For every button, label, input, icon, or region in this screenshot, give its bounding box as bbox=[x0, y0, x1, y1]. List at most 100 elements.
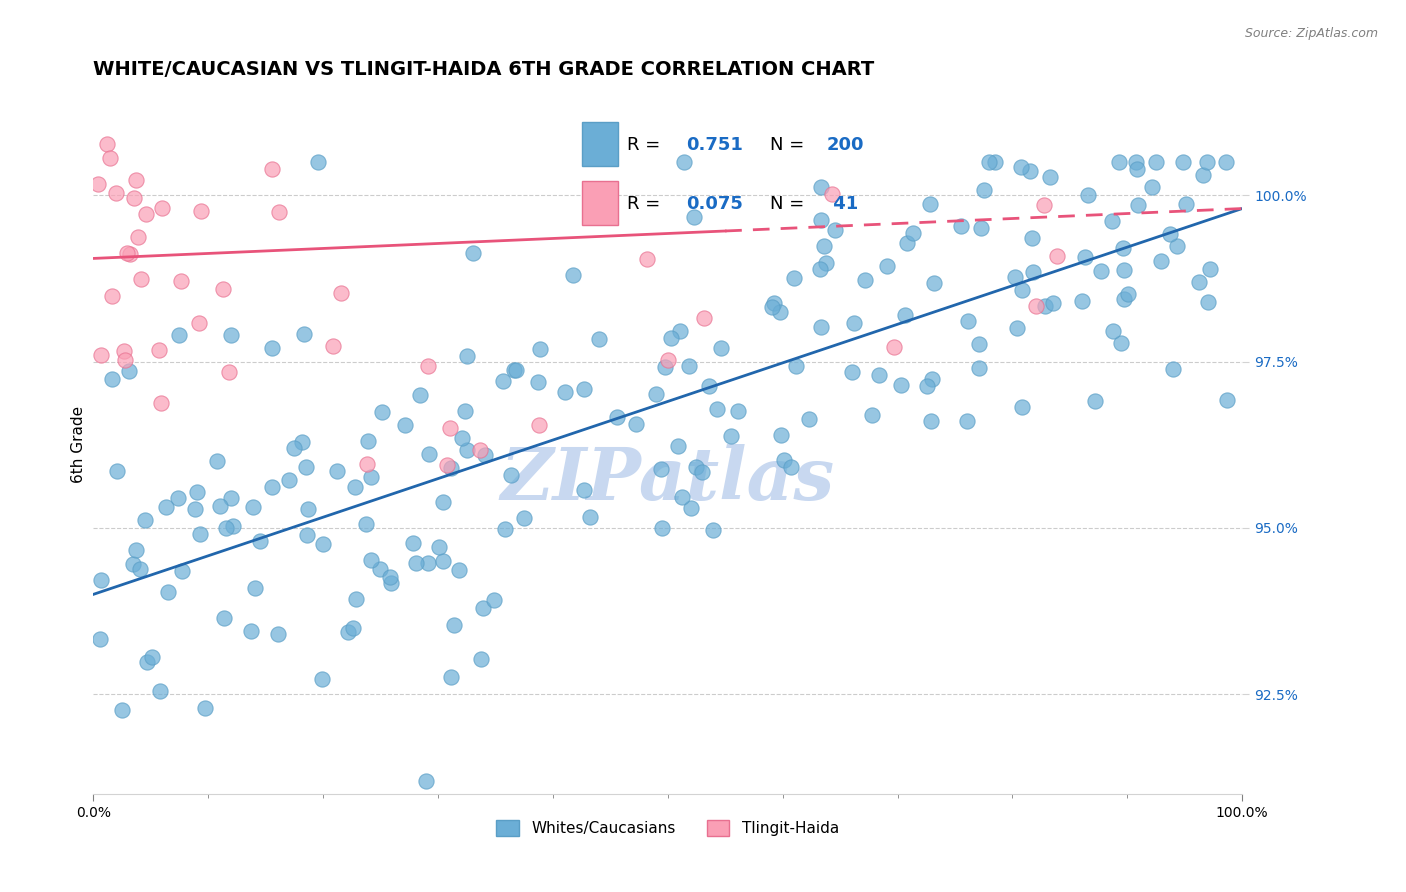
Point bbox=[561, 268, 583, 282]
Point bbox=[269, 204, 291, 219]
Point bbox=[1144, 155, 1167, 169]
Point bbox=[841, 365, 863, 379]
Point bbox=[394, 417, 416, 432]
Point bbox=[409, 388, 432, 402]
Point bbox=[190, 203, 212, 218]
Point bbox=[212, 611, 235, 625]
Point bbox=[860, 408, 883, 422]
Point bbox=[243, 582, 266, 596]
Point bbox=[770, 427, 793, 442]
Point bbox=[673, 155, 696, 169]
Point bbox=[1046, 249, 1069, 263]
Point bbox=[693, 310, 716, 325]
Point bbox=[330, 285, 353, 300]
Point bbox=[360, 553, 382, 567]
Point bbox=[890, 378, 912, 392]
Point bbox=[773, 452, 796, 467]
Point bbox=[678, 359, 700, 374]
Point bbox=[105, 464, 128, 478]
Point bbox=[155, 500, 177, 514]
Point bbox=[471, 601, 494, 615]
Point bbox=[127, 230, 149, 244]
Point bbox=[294, 460, 316, 475]
Point bbox=[883, 340, 905, 354]
Point bbox=[659, 330, 682, 344]
Point bbox=[1173, 155, 1195, 169]
Point bbox=[1004, 269, 1026, 284]
Text: WHITE/CAUCASIAN VS TLINGIT-HAIDA 6TH GRADE CORRELATION CHART: WHITE/CAUCASIAN VS TLINGIT-HAIDA 6TH GRA… bbox=[93, 60, 875, 78]
Point bbox=[474, 448, 496, 462]
Point bbox=[344, 480, 367, 494]
Point bbox=[125, 173, 148, 187]
Point bbox=[439, 421, 461, 435]
Point bbox=[669, 324, 692, 338]
Point bbox=[572, 483, 595, 497]
Point bbox=[1125, 155, 1147, 169]
Point bbox=[868, 368, 890, 382]
Point bbox=[170, 274, 193, 288]
Point bbox=[402, 536, 425, 550]
Point bbox=[554, 384, 576, 399]
Point bbox=[1074, 250, 1097, 264]
Point bbox=[950, 219, 973, 233]
Point bbox=[105, 186, 128, 200]
Point bbox=[124, 542, 146, 557]
Point bbox=[111, 703, 134, 717]
Point bbox=[574, 382, 596, 396]
Text: ZIPatlas: ZIPatlas bbox=[501, 444, 835, 516]
Point bbox=[354, 517, 377, 532]
Point bbox=[342, 621, 364, 635]
Point bbox=[291, 435, 314, 450]
Point bbox=[326, 464, 349, 478]
Point bbox=[761, 300, 783, 314]
Point bbox=[262, 341, 284, 355]
Point bbox=[242, 500, 264, 514]
Point bbox=[1022, 265, 1045, 279]
Point bbox=[129, 271, 152, 285]
Point bbox=[188, 527, 211, 541]
Point bbox=[499, 467, 522, 482]
Point bbox=[527, 418, 550, 433]
Point bbox=[769, 305, 792, 319]
Point bbox=[114, 353, 136, 368]
Point bbox=[322, 338, 344, 352]
Point bbox=[453, 404, 475, 418]
Point bbox=[666, 440, 689, 454]
Point bbox=[129, 562, 152, 576]
Point bbox=[240, 624, 263, 638]
Point bbox=[98, 151, 121, 165]
Point bbox=[219, 491, 242, 505]
Point bbox=[96, 137, 118, 152]
Point bbox=[1035, 299, 1057, 313]
Point bbox=[1042, 296, 1064, 310]
Point bbox=[368, 562, 391, 576]
Point bbox=[120, 247, 142, 261]
Point bbox=[1010, 160, 1032, 174]
Point bbox=[167, 491, 190, 505]
Point bbox=[135, 655, 157, 669]
Point bbox=[278, 474, 301, 488]
Point bbox=[1142, 180, 1164, 194]
Point bbox=[121, 557, 143, 571]
Point bbox=[1011, 400, 1033, 414]
Point bbox=[894, 308, 917, 322]
Point bbox=[690, 465, 713, 479]
Point bbox=[1174, 197, 1197, 211]
Point bbox=[90, 574, 112, 588]
Point bbox=[432, 554, 454, 568]
Point bbox=[186, 484, 208, 499]
Point bbox=[657, 353, 679, 368]
Point bbox=[494, 522, 516, 536]
Point bbox=[283, 441, 305, 455]
Point bbox=[1025, 299, 1047, 313]
Point bbox=[901, 226, 924, 240]
Point bbox=[249, 533, 271, 548]
Point bbox=[1090, 263, 1112, 277]
Point bbox=[311, 672, 333, 686]
Point bbox=[782, 271, 804, 285]
Point bbox=[654, 359, 676, 374]
Point bbox=[1197, 295, 1219, 310]
Point bbox=[484, 593, 506, 607]
Point bbox=[356, 458, 378, 472]
Point bbox=[650, 462, 672, 476]
